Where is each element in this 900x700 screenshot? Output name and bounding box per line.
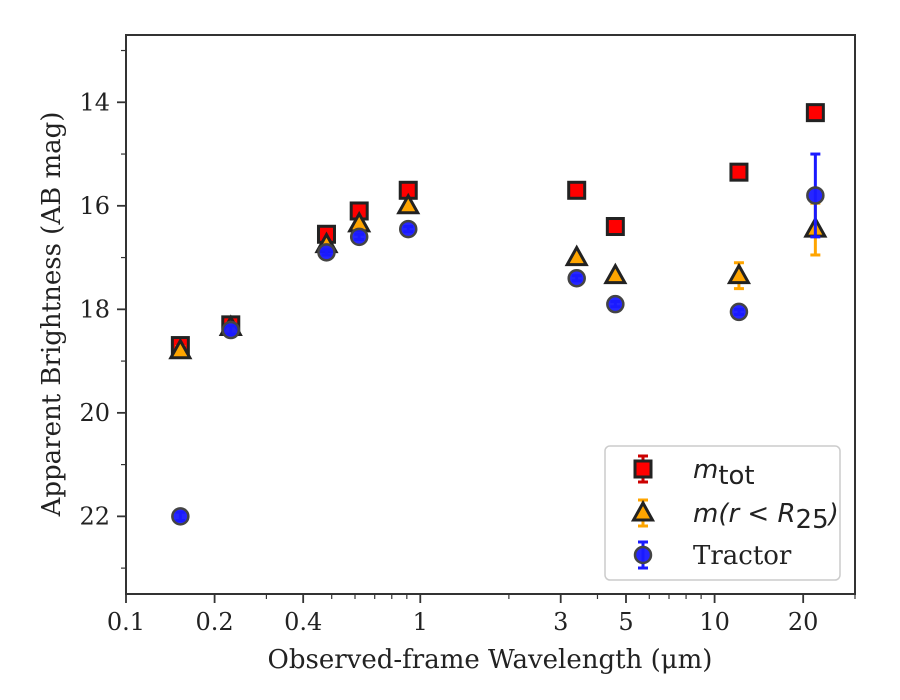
y-tick-label: 22 — [79, 502, 110, 530]
legend-label-mr25: m(r < R25) — [693, 499, 839, 535]
data-point-mtot — [805, 103, 825, 123]
y-axis: 14 16 18 20 22 — [79, 49, 126, 569]
data-point-mtot — [567, 180, 587, 200]
data-point-tractor — [349, 227, 369, 247]
legend-label-tractor: Tractor — [693, 541, 792, 571]
data-point-tractor — [221, 320, 241, 340]
series-tractor — [171, 152, 825, 526]
data-point-mtot — [729, 162, 749, 182]
y-tick-label: 20 — [79, 399, 110, 427]
x-tick-label: 3 — [553, 608, 568, 636]
x-axis: 0.1 0.2 0.4 1 3 5 10 20 — [107, 594, 856, 636]
series-mtot — [170, 103, 825, 356]
y-tick-label: 18 — [79, 295, 110, 323]
data-point-mr25 — [168, 337, 193, 360]
data-point-tractor — [567, 269, 586, 288]
y-tick-label: 16 — [79, 192, 110, 220]
data-point-mr25 — [396, 192, 421, 215]
legend: mtot m(r < R25) Tractor — [604, 445, 841, 581]
x-tick-label: 0.2 — [196, 608, 234, 636]
x-tick-label: 0.1 — [107, 608, 145, 636]
x-tick-label: 5 — [618, 608, 633, 636]
legend-label-mtot: mtot — [693, 455, 755, 491]
data-point-mr25 — [726, 262, 752, 285]
data-point-tractor — [398, 219, 418, 239]
data-point-tractor — [806, 186, 825, 205]
data-point-tractor — [729, 302, 749, 322]
plot-marks — [168, 103, 828, 526]
plot-frame — [125, 34, 856, 595]
legend-box — [604, 445, 841, 581]
series-mr25 — [168, 192, 828, 360]
y-axis-label: Apparent Brightness (AB mag) — [37, 112, 67, 518]
legend-marker-mtot — [633, 459, 653, 479]
x-tick-label: 10 — [699, 608, 730, 636]
x-tick-label: 1 — [413, 608, 428, 636]
data-point-tractor — [171, 507, 190, 526]
data-point-mr25 — [564, 244, 589, 267]
x-tick-label: 20 — [788, 608, 819, 636]
x-tick-label: 0.4 — [284, 608, 322, 636]
data-point-mr25 — [603, 262, 628, 285]
data-point-tractor — [317, 243, 336, 262]
x-axis-label: Observed-frame Wavelength (μm) — [268, 645, 713, 675]
data-point-tractor — [606, 294, 625, 314]
y-tick-label: 14 — [79, 88, 110, 116]
legend-marker-mr25 — [630, 499, 656, 522]
legend-marker-tractor — [633, 545, 653, 565]
data-point-mtot — [605, 217, 625, 237]
